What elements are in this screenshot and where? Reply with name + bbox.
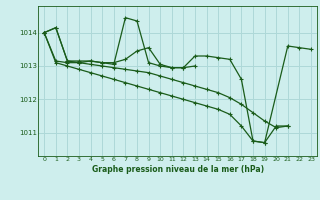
- X-axis label: Graphe pression niveau de la mer (hPa): Graphe pression niveau de la mer (hPa): [92, 165, 264, 174]
